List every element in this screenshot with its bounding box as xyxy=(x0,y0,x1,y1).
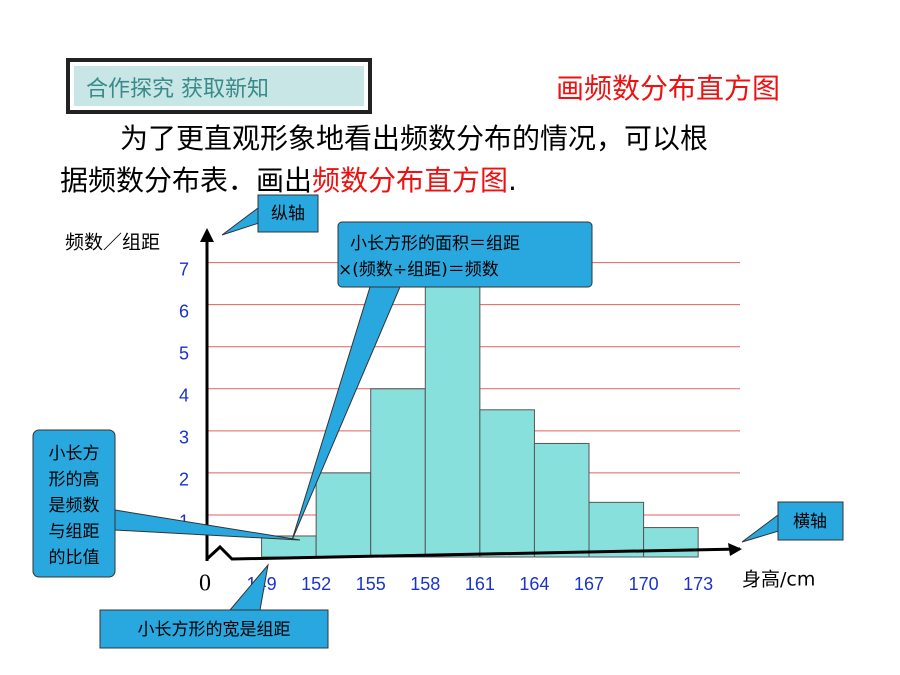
pointer xyxy=(221,204,263,236)
bar xyxy=(315,472,372,558)
highlight: 频数分布直方图 xyxy=(312,164,508,197)
text: . xyxy=(508,164,517,197)
arrow xyxy=(200,228,214,242)
y-tick-label: 7 xyxy=(179,259,189,279)
y-tick-label: 4 xyxy=(179,386,189,406)
callout-text: 横轴 xyxy=(793,512,827,532)
callout-text: 是频数 xyxy=(49,496,100,516)
callout-box xyxy=(32,429,116,578)
y-axis-label: 频数／组距 xyxy=(65,232,160,254)
y-tick-label: 3 xyxy=(179,428,189,448)
bar xyxy=(533,442,590,558)
callout-text: ×(频数÷组距)＝频数 xyxy=(338,260,499,280)
callout-text: 纵轴 xyxy=(271,204,305,224)
bar xyxy=(643,527,699,558)
text: 据频数分布表．画出 xyxy=(60,164,312,197)
callout-text: 小长方 xyxy=(49,444,100,464)
callout-text: 与组距 xyxy=(49,522,100,542)
callout-box xyxy=(99,609,329,649)
badge-fill xyxy=(74,66,364,106)
pointer xyxy=(228,563,269,611)
y-tick-label: 5 xyxy=(179,343,189,363)
bar xyxy=(370,388,426,558)
x-tick-label: 170 xyxy=(629,574,659,594)
callout-text: 小长方形的宽是组距 xyxy=(138,620,291,640)
x-tick-label: 173 xyxy=(683,574,713,594)
pointer xyxy=(741,511,783,543)
x-axis xyxy=(205,544,741,561)
callout-text: 的比值 xyxy=(49,548,100,568)
x-tick-label: 155 xyxy=(356,574,386,594)
callout-box xyxy=(337,221,593,288)
x-axis-label: 身高/cm xyxy=(742,569,815,591)
badge: 合作探究 获取新知 xyxy=(86,77,269,102)
y-tick-label: 6 xyxy=(179,301,189,321)
callout-text: 小长方形的面积＝组距 xyxy=(350,234,520,254)
callout-box xyxy=(257,194,319,233)
x-tick-label: 152 xyxy=(301,574,331,594)
bar xyxy=(479,409,535,558)
callout-box xyxy=(777,501,844,541)
slide-title: 画频数分布直方图 xyxy=(556,72,780,105)
y-tick-label: 2 xyxy=(179,470,189,490)
plot: 12345671491521551581611641671701730频数／组距… xyxy=(65,228,815,597)
x-tick-label: 167 xyxy=(574,574,604,594)
bar xyxy=(588,501,645,558)
callouts: 纵轴 横轴 小长方形的面积＝组距 ×(频数÷组距)＝频数 小长方形的高是频数与组… xyxy=(32,194,844,649)
x-tick-label: 158 xyxy=(410,574,440,594)
paragraph-line: 据频数分布表．画出频数分布直方图. xyxy=(60,164,517,197)
x-tick-label: 161 xyxy=(465,574,495,594)
bar xyxy=(424,283,481,558)
arrow xyxy=(728,543,742,556)
paragraph-line: 为了更直观形象地看出频数分布的情况，可以根 xyxy=(120,122,708,155)
callout-text: 形的高 xyxy=(49,470,100,490)
x-tick-label: 164 xyxy=(519,574,549,594)
origin-label: 0 xyxy=(199,571,211,597)
